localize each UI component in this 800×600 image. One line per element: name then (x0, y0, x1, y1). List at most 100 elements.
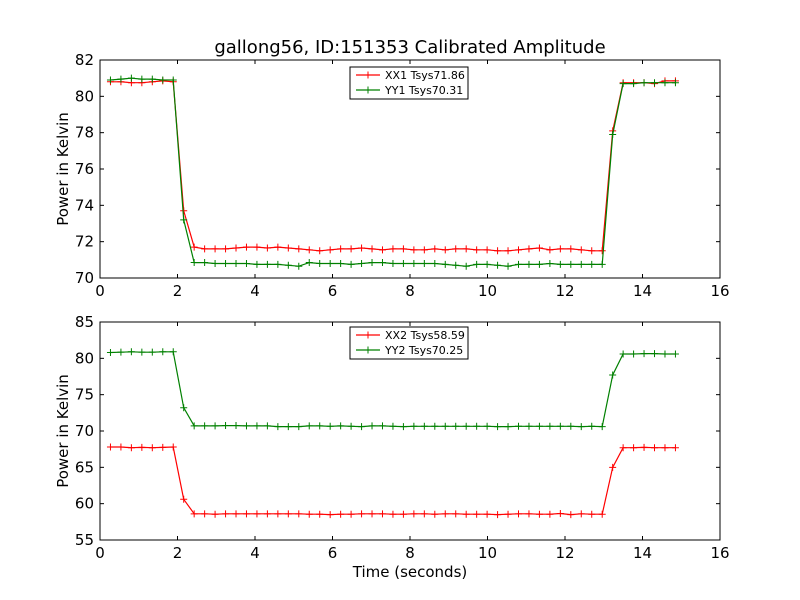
data-point (441, 422, 449, 430)
data-point (138, 348, 146, 356)
data-point (483, 422, 491, 430)
data-point (117, 348, 125, 356)
data-point (222, 510, 230, 518)
data-point (274, 243, 282, 251)
data-point (190, 510, 198, 518)
data-point (274, 510, 282, 518)
data-point (232, 422, 240, 430)
data-point (159, 443, 167, 451)
y-tick-label: 70 (75, 269, 94, 287)
y-tick-label: 74 (75, 196, 94, 214)
data-point (473, 246, 481, 254)
data-point (462, 245, 470, 253)
legend-entry: XX2 Tsys58.59 (385, 329, 465, 342)
data-point (326, 511, 334, 519)
y-tick-label: 55 (75, 531, 94, 549)
data-point (462, 510, 470, 518)
data-point (232, 244, 240, 252)
data-point (567, 511, 575, 519)
data-point (305, 246, 313, 254)
data-point (525, 510, 533, 518)
data-point (305, 510, 313, 518)
data-point (148, 444, 156, 452)
x-tick-label: 16 (710, 282, 729, 300)
data-point (232, 510, 240, 518)
data-point (504, 247, 512, 255)
legend-entry: XX1 Tsys71.86 (385, 69, 465, 82)
data-point (588, 422, 596, 430)
y-tick-label: 80 (75, 87, 94, 105)
data-point (316, 422, 324, 430)
data-point (462, 262, 470, 270)
data-point (630, 350, 638, 358)
data-point (441, 246, 449, 254)
data-point (609, 371, 617, 379)
data-point (630, 444, 638, 452)
data-point (201, 259, 209, 267)
data-point (556, 422, 564, 430)
data-point (138, 443, 146, 451)
data-point (326, 422, 334, 430)
data-point (525, 422, 533, 430)
data-point (441, 260, 449, 268)
data-point (651, 79, 659, 87)
data-point (619, 80, 627, 88)
data-point (242, 510, 250, 518)
data-point (546, 246, 554, 254)
data-point (222, 245, 230, 253)
data-point (619, 444, 627, 452)
y-tick-label: 80 (75, 349, 94, 367)
x-tick-label: 2 (173, 282, 183, 300)
data-point (169, 76, 177, 84)
data-point (515, 422, 522, 430)
data-point (619, 350, 627, 358)
x-tick-label: 8 (405, 282, 415, 300)
data-point (211, 259, 219, 267)
data-point (546, 510, 554, 518)
data-point (211, 245, 219, 253)
data-point (651, 444, 659, 452)
data-point (180, 404, 188, 412)
data-point (295, 510, 303, 518)
data-point (671, 350, 679, 358)
y-tick-label: 76 (75, 160, 94, 178)
data-point (211, 422, 219, 430)
x-tick-label: 10 (478, 282, 497, 300)
data-point (473, 260, 481, 268)
data-point (358, 259, 366, 267)
data-point (106, 349, 114, 357)
data-point (180, 495, 188, 503)
data-point (368, 259, 376, 267)
data-point (106, 76, 114, 84)
data-point (305, 259, 313, 267)
data-point (556, 245, 564, 253)
data-point (148, 348, 156, 356)
legend-box-1 (349, 326, 469, 360)
data-point (169, 348, 177, 356)
data-point (159, 348, 167, 356)
x-tick-label: 12 (555, 282, 574, 300)
legend-entry: YY1 Tsys70.31 (384, 84, 463, 97)
data-point (347, 510, 355, 518)
legend-entry: YY2 Tsys70.25 (384, 344, 463, 357)
data-point (420, 259, 428, 267)
data-point (190, 243, 198, 251)
data-point (598, 247, 606, 255)
data-point (577, 246, 585, 254)
data-point (127, 74, 135, 82)
data-point (588, 260, 596, 268)
data-point (180, 216, 188, 224)
data-point (399, 245, 407, 253)
data-point (420, 422, 428, 430)
data-point (483, 246, 491, 254)
data-point (483, 510, 491, 518)
data-point (242, 422, 250, 430)
x-tick-label: 2 (173, 544, 183, 562)
data-point (316, 510, 324, 518)
data-point (263, 244, 271, 252)
data-point (326, 259, 334, 267)
data-point (378, 246, 386, 254)
data-point (378, 259, 386, 267)
data-point (452, 261, 460, 269)
data-point (127, 444, 135, 452)
